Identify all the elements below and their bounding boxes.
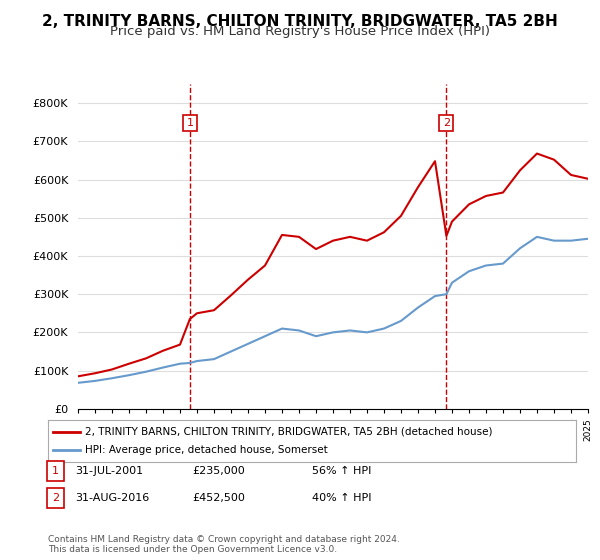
Text: Contains HM Land Registry data © Crown copyright and database right 2024.
This d: Contains HM Land Registry data © Crown c…	[48, 535, 400, 554]
Text: £235,000: £235,000	[192, 466, 245, 476]
Text: 2: 2	[52, 493, 59, 503]
Text: £452,500: £452,500	[192, 493, 245, 503]
Text: 1: 1	[52, 466, 59, 476]
Text: 2, TRINITY BARNS, CHILTON TRINITY, BRIDGWATER, TA5 2BH: 2, TRINITY BARNS, CHILTON TRINITY, BRIDG…	[42, 14, 558, 29]
Text: 40% ↑ HPI: 40% ↑ HPI	[312, 493, 371, 503]
Text: 1: 1	[187, 118, 193, 128]
Text: 2, TRINITY BARNS, CHILTON TRINITY, BRIDGWATER, TA5 2BH (detached house): 2, TRINITY BARNS, CHILTON TRINITY, BRIDG…	[85, 427, 493, 437]
Text: 2: 2	[443, 118, 450, 128]
Text: 56% ↑ HPI: 56% ↑ HPI	[312, 466, 371, 476]
Text: Price paid vs. HM Land Registry's House Price Index (HPI): Price paid vs. HM Land Registry's House …	[110, 25, 490, 38]
Text: 31-JUL-2001: 31-JUL-2001	[75, 466, 143, 476]
Text: 31-AUG-2016: 31-AUG-2016	[75, 493, 149, 503]
Text: HPI: Average price, detached house, Somerset: HPI: Average price, detached house, Some…	[85, 445, 328, 455]
